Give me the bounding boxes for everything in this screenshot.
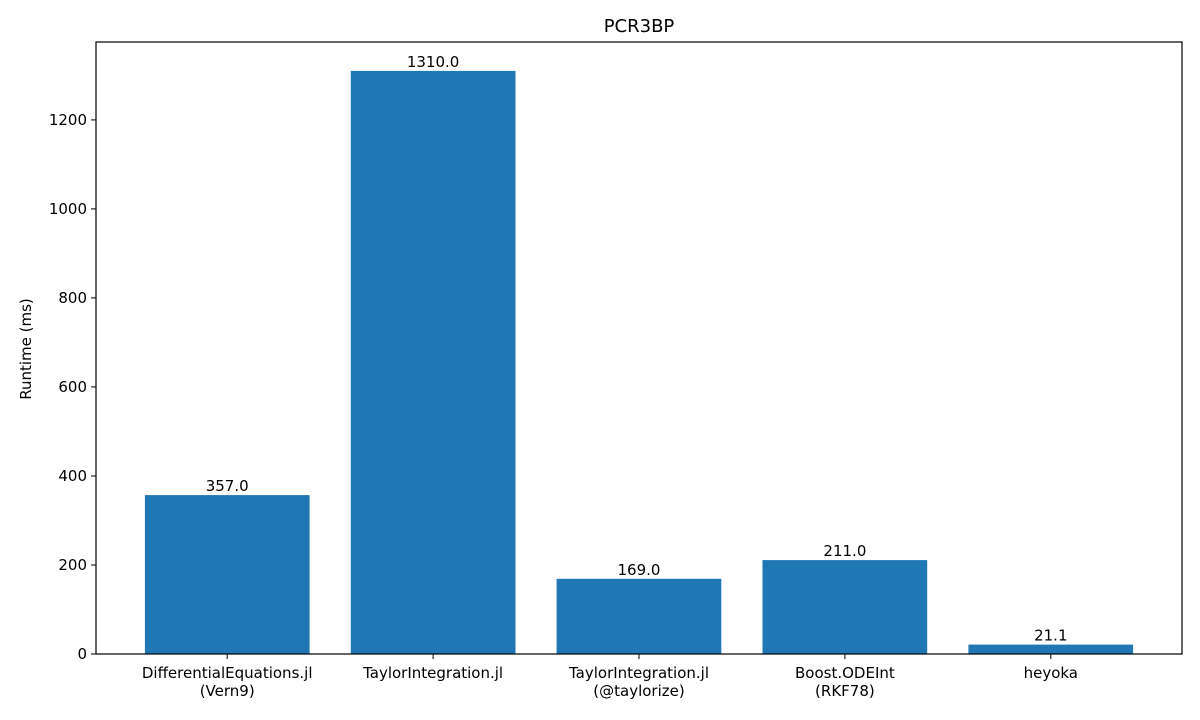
x-tick-label: Boost.ODEInt <box>795 664 895 682</box>
bar <box>762 560 928 654</box>
x-tick-label: (@taylorize) <box>593 682 684 700</box>
value-labels-group: 357.0 1310.0 169.0 211.0 21.1 <box>206 53 1068 645</box>
y-tick-label: 400 <box>58 467 87 485</box>
x-tick-label: heyoka <box>1024 664 1078 682</box>
y-tick-label: 800 <box>58 289 87 307</box>
y-axis-label: Runtime (ms) <box>17 298 35 400</box>
bar <box>968 644 1134 654</box>
bar <box>350 70 516 654</box>
data-label: 357.0 <box>206 477 249 495</box>
data-label: 21.1 <box>1034 627 1067 645</box>
chart-title: PCR3BP <box>604 16 675 37</box>
plot-frame <box>95 41 1183 655</box>
y-tick-label: 1000 <box>49 200 87 218</box>
x-tick-label: (Vern9) <box>200 682 255 700</box>
y-axis-ticks: 0 200 400 600 800 1000 1200 <box>49 111 96 663</box>
x-tick-label: TaylorIntegration.jl <box>362 664 503 682</box>
data-label: 211.0 <box>823 542 866 560</box>
bar <box>144 495 310 654</box>
bar <box>556 578 722 654</box>
y-tick-label: 1200 <box>49 111 87 129</box>
x-tick-label: DifferentialEquations.jl <box>142 664 313 682</box>
y-tick-label: 600 <box>58 378 87 396</box>
y-tick-label: 200 <box>58 556 87 574</box>
bars-group <box>144 70 1134 654</box>
x-tick-label: TaylorIntegration.jl <box>568 664 709 682</box>
x-tick-label: (RKF78) <box>815 682 875 700</box>
data-label: 1310.0 <box>407 53 460 71</box>
y-tick-label: 0 <box>77 645 87 663</box>
data-label: 169.0 <box>618 561 661 579</box>
x-axis-ticks: DifferentialEquations.jl(Vern9) TaylorInt… <box>142 654 1078 700</box>
